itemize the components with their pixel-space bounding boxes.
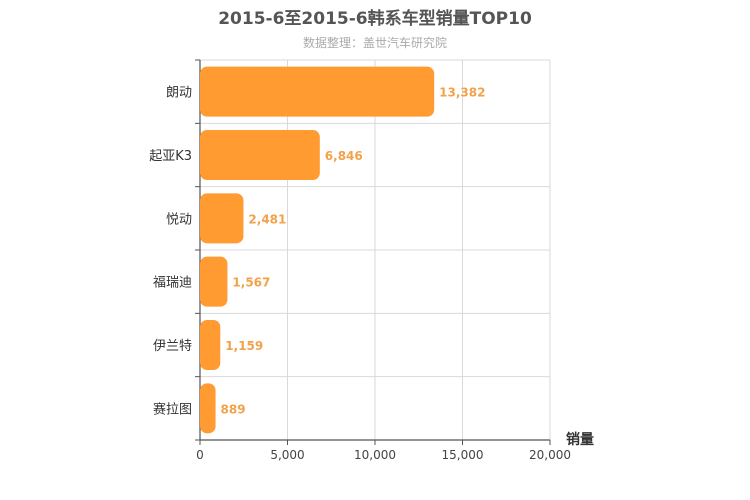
chart-title: 2015-6至2015-6韩系车型销量TOP10 [218, 9, 532, 29]
x-tick-label: 20,000 [529, 448, 571, 462]
category-label: 赛拉图 [153, 401, 192, 417]
bar [200, 256, 228, 307]
data-label: 1,159 [225, 339, 263, 353]
data-label: 13,382 [439, 86, 485, 100]
category-label: 朗动 [166, 86, 192, 101]
category-label: 悦动 [166, 212, 192, 227]
x-axis-title: 销量 [566, 431, 594, 448]
chart-subtitle: 数据整理：盖世汽车研究院 [302, 36, 447, 50]
category-label: 起亚K3 [149, 149, 192, 164]
bar [200, 320, 221, 370]
data-label: 1,567 [232, 276, 270, 290]
data-label: 2,481 [248, 212, 286, 226]
bar [200, 193, 244, 244]
bar [200, 383, 216, 434]
bar [200, 130, 320, 180]
category-label: 伊兰特 [153, 339, 192, 354]
x-tick-label: 10,000 [354, 448, 396, 462]
category-label: 福瑞迪 [153, 276, 192, 291]
x-tick-label: 15,000 [442, 448, 484, 462]
x-tick-label: 0 [196, 448, 204, 462]
x-tick-label: 5,000 [270, 448, 304, 462]
data-label: 6,846 [325, 149, 363, 163]
data-label: 889 [221, 402, 246, 416]
bar [200, 66, 435, 117]
